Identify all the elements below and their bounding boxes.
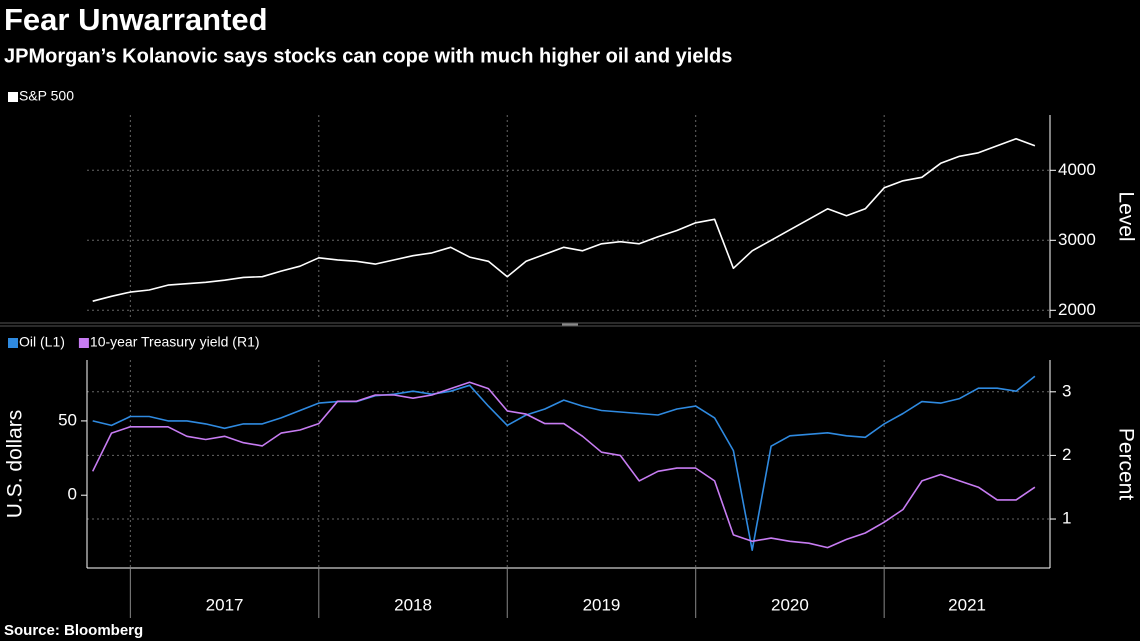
y2-tick-label: 3 [1062, 381, 1071, 400]
y-tick-label: 50 [58, 410, 77, 429]
y-tick-label: 2000 [1058, 300, 1096, 319]
legend-swatch [8, 338, 18, 348]
y-tick-label: 0 [68, 485, 77, 504]
y2-tick-label: 1 [1062, 509, 1071, 528]
series-line [92, 375, 1036, 551]
y-tick-label: 3000 [1058, 230, 1096, 249]
x-tick-label: 2019 [583, 595, 621, 614]
series-line [91, 381, 1036, 549]
chart-title: Fear Unwarranted [4, 2, 268, 37]
source: Source: Bloomberg [4, 622, 143, 639]
x-tick-label: 2017 [206, 595, 244, 614]
legend-swatch [78, 338, 89, 348]
chart-subtitle: JPMorgan’s Kolanovic says stocks can cop… [4, 45, 732, 67]
y-axis-label: Level [1114, 191, 1137, 241]
legend-label: 10-year Treasury yield (R1) [90, 334, 260, 350]
series-line [92, 138, 1036, 302]
x-tick-label: 2021 [948, 595, 986, 614]
y2-axis-label: Percent [1114, 428, 1137, 501]
y2-tick-label: 2 [1062, 445, 1071, 464]
y-axis-label: U.S. dollars [4, 410, 27, 519]
legend-label: S&P 500 [19, 88, 74, 104]
y-tick-label: 4000 [1058, 160, 1096, 179]
x-tick-label: 2020 [771, 595, 809, 614]
legend-swatch [8, 92, 18, 102]
legend-label: Oil (L1) [19, 334, 65, 350]
x-tick-label: 2018 [394, 595, 432, 614]
